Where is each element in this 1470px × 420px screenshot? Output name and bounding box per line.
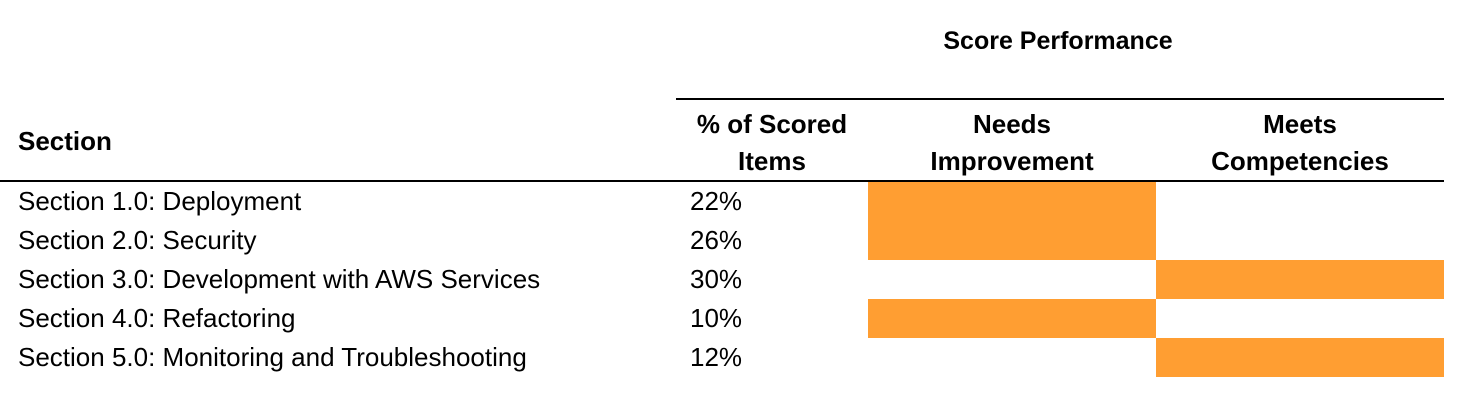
meets-competencies-band [1156,260,1444,299]
section-name: Section 5.0: Monitoring and Troubleshoot… [18,342,527,372]
pct-scored-value: 12% [690,342,743,372]
column-header-meets-competencies: Meets Competencies [1211,109,1389,176]
section-name: Section 1.0: Deployment [18,186,302,216]
pct-scored-value: 10% [690,303,743,333]
meets-competencies-band [1156,221,1444,260]
meets-competencies-band [1156,182,1444,221]
needs-improvement-band [868,260,1156,299]
table-row: Section 2.0: Security 26% [0,221,1444,260]
table-row: Section 4.0: Refactoring 10% [0,299,1444,338]
needs-improvement-band [868,299,1156,338]
pct-scored-value: 30% [690,264,743,294]
pct-scored-value: 26% [690,225,743,255]
meets-competencies-band [1156,338,1444,377]
section-name: Section 2.0: Security [18,225,257,255]
table-row: Section 1.0: Deployment 22% [0,182,1444,221]
column-header-section: Section [18,126,112,156]
needs-improvement-band [868,182,1156,221]
score-performance-title: Score Performance [943,27,1173,55]
needs-improvement-band [868,221,1156,260]
column-header-needs-improvement: Needs Improvement [930,109,1094,176]
pct-scored-value: 22% [690,186,743,216]
meets-competencies-band [1156,299,1444,338]
section-name: Section 4.0: Refactoring [18,303,296,333]
table-row: Section 3.0: Development with AWS Servic… [0,260,1444,299]
column-header-pct-scored: % of Scored Items [696,109,848,176]
section-name: Section 3.0: Development with AWS Servic… [18,264,541,294]
needs-improvement-band [868,338,1156,377]
header-top-rule [676,98,1444,100]
table-header-rule [0,180,1444,182]
table-row: Section 5.0: Monitoring and Troubleshoot… [0,338,1444,377]
